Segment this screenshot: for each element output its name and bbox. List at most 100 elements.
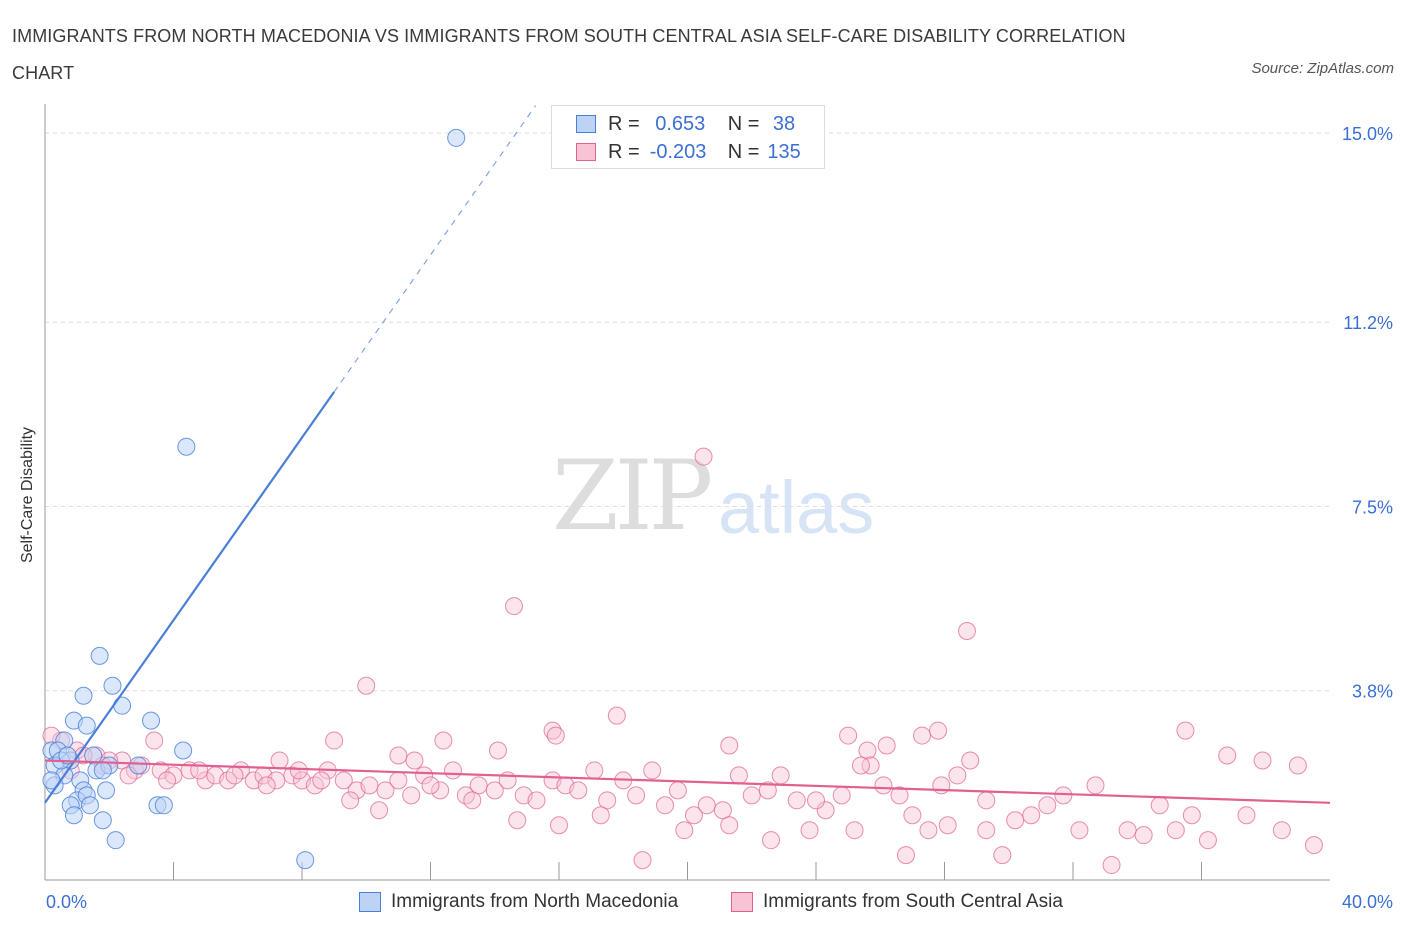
- data-point-south-central-asia: [656, 796, 675, 815]
- data-point-south-central-asia: [807, 791, 825, 810]
- data-point-north-macedonia: [58, 746, 77, 765]
- data-point-south-central-asia: [569, 781, 588, 800]
- data-point-south-central-asia: [675, 821, 694, 840]
- series-south-central-asia-points: [42, 447, 1323, 875]
- data-point-south-central-asia: [270, 751, 289, 770]
- data-point-south-central-asia: [488, 741, 507, 760]
- legend-n-value: 38: [767, 112, 796, 135]
- data-point-south-central-asia: [697, 796, 716, 815]
- data-point-north-macedonia: [142, 711, 161, 730]
- y-tick-label: 15.0%: [1342, 124, 1393, 144]
- data-point-north-macedonia: [97, 781, 116, 800]
- data-point-south-central-asia: [334, 771, 353, 790]
- data-point-south-central-asia: [977, 791, 996, 810]
- watermark-atlas: atlas: [718, 466, 875, 549]
- data-point-south-central-asia: [196, 771, 215, 790]
- data-point-south-central-asia: [948, 766, 967, 785]
- legend-swatch-blue: [576, 115, 596, 133]
- data-point-south-central-asia: [1022, 806, 1041, 825]
- data-point-south-central-asia: [607, 706, 626, 725]
- data-point-south-central-asia: [434, 731, 453, 750]
- data-point-south-central-asia: [1182, 806, 1201, 825]
- data-point-south-central-asia: [1304, 836, 1323, 855]
- data-point-south-central-asia: [1166, 821, 1185, 840]
- bottom-legend-label: Immigrants from North Macedonia: [391, 891, 679, 912]
- data-point-south-central-asia: [485, 781, 504, 800]
- data-point-north-macedonia: [103, 676, 122, 695]
- data-point-south-central-asia: [357, 676, 376, 695]
- data-point-north-macedonia: [93, 811, 112, 830]
- data-point-south-central-asia: [415, 766, 434, 785]
- data-point-south-central-asia: [1134, 826, 1153, 845]
- correlation-legend: R = 0.653 N = 38 R = -0.203 N = 135: [551, 105, 825, 169]
- data-point-south-central-asia: [643, 761, 662, 780]
- legend-swatch-pink: [576, 143, 596, 161]
- data-point-south-central-asia: [1150, 796, 1169, 815]
- data-point-south-central-asia: [1272, 821, 1291, 840]
- data-point-south-central-asia: [360, 776, 379, 795]
- data-point-south-central-asia: [1038, 796, 1057, 815]
- data-point-south-central-asia: [1070, 821, 1089, 840]
- data-point-south-central-asia: [839, 726, 858, 745]
- data-point-north-macedonia: [74, 686, 93, 705]
- data-point-south-central-asia: [961, 751, 980, 770]
- data-point-north-macedonia: [154, 796, 173, 815]
- data-point-south-central-asia: [668, 781, 687, 800]
- legend-row-south-central-asia: R = -0.203 N = 135: [576, 139, 801, 165]
- data-point-south-central-asia: [546, 726, 565, 745]
- data-point-north-macedonia: [113, 696, 132, 715]
- data-point-south-central-asia: [370, 801, 389, 820]
- data-point-south-central-asia: [851, 756, 870, 775]
- data-point-south-central-asia: [1253, 751, 1272, 770]
- data-point-north-macedonia: [447, 128, 466, 147]
- data-point-south-central-asia: [145, 731, 164, 750]
- data-point-north-macedonia: [93, 761, 112, 780]
- data-point-south-central-asia: [993, 846, 1012, 865]
- data-point-north-macedonia: [296, 851, 315, 870]
- bottom-legend-south-central-asia: Immigrants from South Central Asia: [731, 888, 1063, 916]
- data-point-north-macedonia: [174, 741, 193, 760]
- data-point-south-central-asia: [627, 786, 646, 805]
- data-point-south-central-asia: [913, 726, 932, 745]
- data-point-south-central-asia: [1118, 821, 1137, 840]
- legend-r-value: -0.203: [649, 140, 707, 163]
- legend-r-value: 0.653: [649, 112, 706, 135]
- data-point-south-central-asia: [877, 736, 896, 755]
- bottom-legend-north-macedonia: Immigrants from North Macedonia: [359, 888, 678, 916]
- y-tick-label: 11.2%: [1343, 313, 1393, 333]
- data-point-south-central-asia: [325, 731, 344, 750]
- data-point-south-central-asia: [800, 821, 819, 840]
- data-point-south-central-asia: [1176, 721, 1195, 740]
- trend-line-north-macedonia: [44, 391, 336, 804]
- data-point-south-central-asia: [421, 776, 440, 795]
- data-point-south-central-asia: [938, 816, 957, 835]
- data-point-south-central-asia: [550, 816, 568, 835]
- data-point-south-central-asia: [816, 801, 835, 820]
- data-point-north-macedonia: [129, 756, 148, 775]
- data-point-south-central-asia: [694, 447, 713, 466]
- data-point-south-central-asia: [527, 791, 546, 810]
- data-point-south-central-asia: [289, 761, 308, 780]
- data-point-south-central-asia: [158, 771, 177, 790]
- data-point-south-central-asia: [443, 761, 462, 780]
- data-point-south-central-asia: [543, 721, 562, 740]
- legend-row-north-macedonia: R = 0.653 N = 38: [576, 111, 795, 137]
- data-point-south-central-asia: [720, 736, 739, 755]
- data-point-south-central-asia: [585, 761, 604, 780]
- data-point-south-central-asia: [787, 791, 806, 810]
- data-point-north-macedonia: [64, 806, 83, 825]
- data-point-south-central-asia: [1006, 811, 1025, 830]
- data-point-south-central-asia: [508, 811, 527, 830]
- bottom-legend-swatch-pink: [731, 892, 753, 912]
- legend-n-label: N =: [727, 112, 760, 135]
- data-point-south-central-asia: [405, 751, 424, 770]
- grid-lines: [45, 132, 1330, 692]
- data-point-south-central-asia: [903, 806, 922, 825]
- data-point-south-central-asia: [858, 741, 877, 760]
- trend-line-north-macedonia-extension: [333, 105, 537, 393]
- data-point-south-central-asia: [225, 766, 244, 785]
- data-point-north-macedonia: [80, 796, 99, 815]
- data-point-south-central-asia: [832, 786, 851, 805]
- x-tick-label-max: 40.0%: [1342, 892, 1393, 912]
